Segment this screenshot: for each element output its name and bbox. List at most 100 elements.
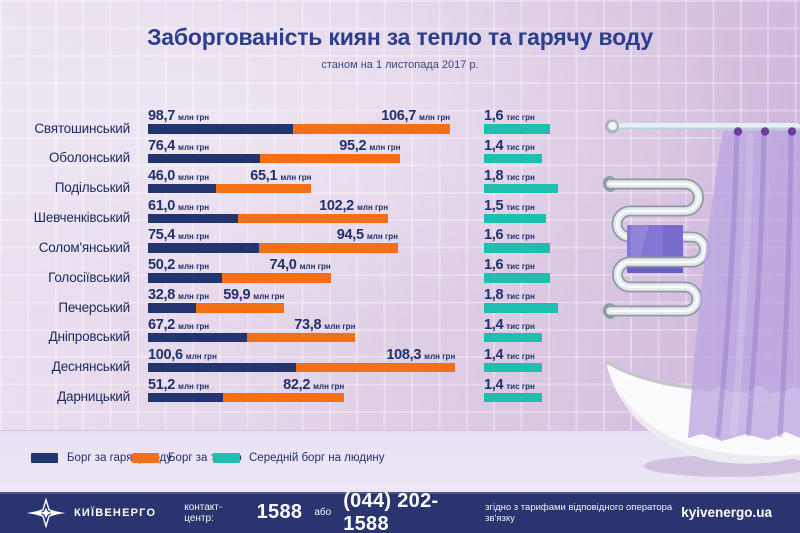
hot-water-value: 75,4 млн грн: [148, 226, 209, 244]
value-number: 1,4: [484, 137, 504, 154]
stacked-bar-group: 100,6 млн грн 108,3 млн грн: [148, 345, 455, 375]
stacked-bar-group: 51,2 млн грн 82,2 млн грн: [148, 375, 345, 405]
value-number: 106,7: [381, 108, 417, 124]
hot-water-value: 100,6 млн грн: [148, 346, 217, 364]
chart-row: Дарницький 51,2 млн грн 82,2 млн грн 1,4 тис г…: [0, 375, 800, 405]
contact-center-label: контакт-центр:: [184, 501, 223, 524]
heat-value: 65,1 млн грн: [250, 167, 311, 185]
page-subtitle: станом на 1 листопада 2017 р.: [321, 59, 479, 71]
district-label: Деснянський: [51, 359, 130, 375]
value-number: 1,5: [484, 197, 504, 214]
value-number: 1,6: [484, 227, 504, 244]
hot-water-bar: [148, 273, 222, 283]
value-unit: млн грн: [178, 172, 210, 182]
value-number: 98,7: [148, 108, 176, 124]
heat-value: 106,7 млн грн: [381, 107, 450, 125]
stacked-bar-group: 61,0 млн грн 102,2 млн грн: [148, 196, 388, 226]
average-value: 1,8 тис грн: [484, 167, 535, 185]
value-number: 51,2: [148, 376, 176, 393]
average-bar: [484, 183, 559, 194]
district-label: Дніпровський: [48, 329, 131, 345]
average-value: 1,6 тис грн: [484, 256, 535, 274]
value-number: 65,1: [250, 167, 278, 184]
website-link: kyivenergo.ua: [681, 505, 772, 520]
hot-water-value: 76,4 млн грн: [148, 137, 209, 155]
value-unit: тис грн: [506, 381, 535, 391]
average-bar: [484, 213, 546, 224]
average-bar: [484, 273, 551, 283]
debt-bar-chart: Святошинський 98,7 млн грн 106,7 млн грн 1,6 т…: [0, 106, 800, 436]
value-number: 94,5: [336, 227, 364, 244]
value-unit: млн грн: [366, 232, 398, 242]
heat-bar: [260, 153, 401, 164]
hot-water-bar: [148, 392, 224, 403]
heat-bar: [258, 243, 398, 253]
value-unit: млн грн: [369, 142, 401, 152]
chart-row: Печерський 32,8 млн грн 59,9 млн грн 1,8 тис г…: [0, 285, 800, 315]
kyivenergo-brand: КИЇВЕНЕРГО: [26, 497, 157, 528]
hot-water-value: 46,0 млн грн: [148, 167, 209, 185]
tariff-note: згідно з тарифами відповідного оператора…: [485, 501, 673, 524]
stacked-bar-group: 46,0 млн грн 65,1 млн грн: [148, 166, 311, 196]
value-number: 1,4: [484, 316, 504, 333]
district-label: Голосіївський: [48, 269, 130, 285]
hot-water-value: 32,8 млн грн: [148, 286, 209, 304]
value-number: 1,8: [484, 167, 504, 184]
value-unit: млн грн: [178, 381, 210, 391]
stacked-bar-group: 50,2 млн грн 74,0 млн грн: [148, 255, 331, 285]
value-unit: млн грн: [178, 262, 210, 272]
average-value: 1,6 тис грн: [484, 226, 535, 244]
district-label: Дарницький: [57, 389, 130, 405]
value-number: 46,0: [148, 167, 176, 184]
value-number: 82,2: [283, 376, 311, 393]
value-unit: тис грн: [506, 172, 535, 182]
hot-water-bar: [148, 213, 238, 224]
value-unit: млн грн: [185, 351, 217, 361]
bar-track: [148, 183, 312, 194]
stacked-bar-group: 75,4 млн грн 94,5 млн грн: [148, 225, 398, 255]
district-label: Солом'янський: [38, 239, 130, 255]
average-bar: [484, 392, 542, 403]
district-label: Подільський: [54, 180, 130, 196]
kyivenergo-star-icon: [26, 497, 66, 528]
chart-row: Подільський 46,0 млн грн 65,1 млн грн 1,8 тис …: [0, 166, 800, 196]
value-unit: млн грн: [419, 113, 451, 122]
heat-bar: [215, 183, 312, 194]
stacked-bar-group: 32,8 млн грн 59,9 млн грн: [148, 285, 284, 315]
header: Заборгованість киян за тепло та гарячу в…: [0, 24, 800, 71]
value-unit: млн грн: [253, 292, 285, 302]
average-bar: [484, 243, 551, 253]
legend-item-average: Середній борг на людину: [213, 452, 385, 464]
value-unit: млн грн: [178, 292, 210, 302]
value-unit: тис грн: [506, 321, 535, 331]
average-value: 1,4 тис грн: [484, 346, 535, 364]
bar-track: [148, 273, 331, 283]
value-unit: млн грн: [299, 262, 331, 272]
heat-value: 95,2 млн грн: [339, 137, 400, 155]
value-number: 73,8: [294, 316, 322, 333]
chart-row: Шевченківський 61,0 млн грн 102,2 млн грн 1,5…: [0, 196, 800, 226]
district-label: Печерський: [58, 299, 130, 315]
value-number: 108,3: [386, 346, 422, 363]
stacked-bar-group: 67,2 млн грн 73,8 млн грн: [148, 315, 355, 345]
hot-water-bar: [148, 303, 197, 313]
phone-short: 1588: [256, 501, 303, 523]
stacked-bar-group: 98,7 млн грн 106,7 млн грн: [148, 106, 451, 136]
hot-water-value: 67,2 млн грн: [148, 316, 209, 334]
value-number: 1,4: [484, 346, 504, 363]
brand-name: КИЇВЕНЕРГО: [74, 506, 157, 519]
hot-water-bar: [148, 243, 259, 253]
district-label: Оболонський: [48, 150, 130, 166]
chart-row: Оболонський 76,4 млн грн 95,2 млн грн 1,4 тис …: [0, 136, 800, 166]
legend-label: Середній борг на людину: [249, 452, 385, 464]
value-unit: млн грн: [313, 381, 345, 391]
value-number: 61,0: [148, 197, 176, 214]
value-number: 1,6: [484, 108, 504, 124]
heat-swatch-icon: [132, 453, 159, 463]
hot-water-bar: [148, 153, 261, 164]
average-bar: [484, 362, 542, 373]
heat-value: 102,2 млн грн: [319, 197, 388, 215]
chart-row: Солом'янський 75,4 млн грн 94,5 млн грн 1,6 ти…: [0, 225, 800, 255]
chart-row: Деснянський 100,6 млн грн 108,3 млн грн 1,4 ти…: [0, 345, 800, 375]
average-value: 1,5 тис грн: [484, 197, 535, 215]
